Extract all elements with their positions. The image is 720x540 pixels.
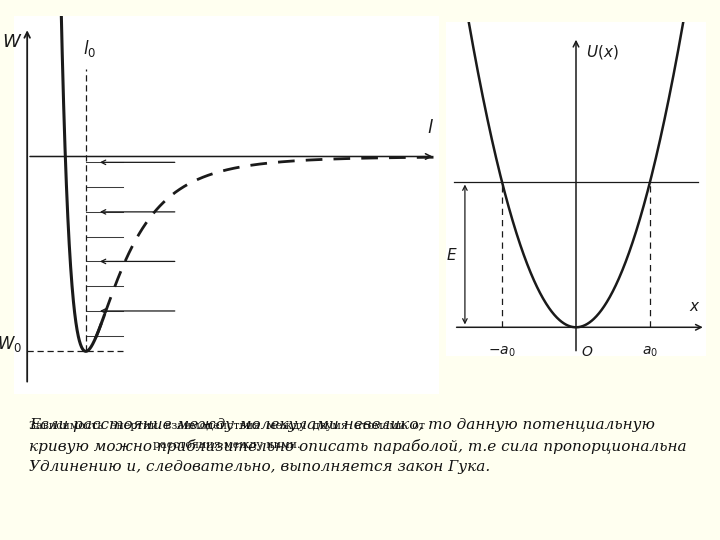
Text: $W_0$: $W_0$ — [0, 334, 22, 354]
Text: $U(x)$: $U(x)$ — [585, 43, 618, 61]
Text: $W$: $W$ — [1, 33, 22, 51]
Text: Если расстояние между молекулами невелико, то данную потенциальную
кривую можно : Если расстояние между молекулами невелик… — [29, 418, 686, 474]
Text: $l$: $l$ — [427, 119, 434, 137]
Text: $a_0$: $a_0$ — [642, 345, 658, 359]
Text: $l_0$: $l_0$ — [83, 38, 96, 59]
Text: $E$: $E$ — [446, 246, 457, 262]
Text: Зависимость  энергии  взаимодействия  между  двумя  атомами  от: Зависимость энергии взаимодействия между… — [29, 421, 425, 431]
Text: $-a_0$: $-a_0$ — [488, 345, 516, 359]
Text: $O$: $O$ — [581, 345, 593, 359]
Text: расстояния между ними.: расстояния между ними. — [153, 440, 300, 450]
Text: $x$: $x$ — [689, 299, 701, 314]
